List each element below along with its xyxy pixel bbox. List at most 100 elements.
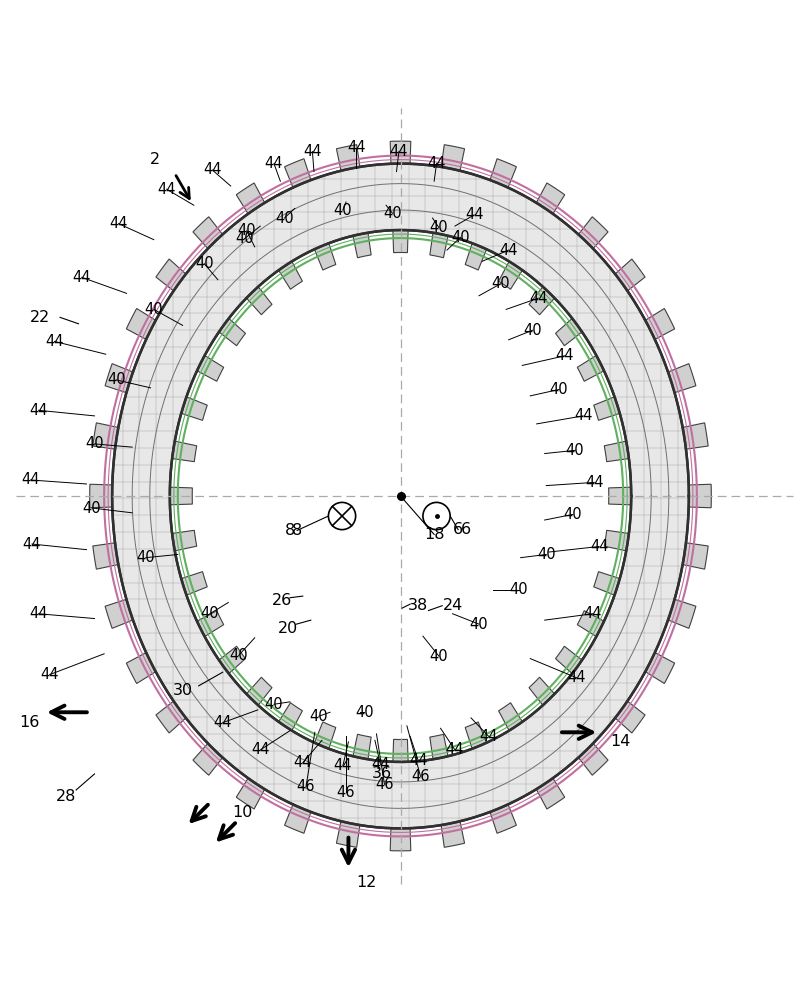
Polygon shape <box>279 703 303 731</box>
Polygon shape <box>284 159 311 188</box>
Polygon shape <box>336 145 360 171</box>
Polygon shape <box>556 646 582 674</box>
Polygon shape <box>537 183 565 214</box>
Text: 44: 44 <box>22 537 42 552</box>
Text: 22: 22 <box>30 310 50 325</box>
Polygon shape <box>668 364 696 393</box>
Text: 40: 40 <box>549 382 569 397</box>
Polygon shape <box>615 701 645 733</box>
Polygon shape <box>112 164 689 828</box>
Text: 16: 16 <box>20 715 40 730</box>
Text: 40: 40 <box>144 302 163 317</box>
Polygon shape <box>604 441 629 462</box>
Text: 40: 40 <box>229 648 248 663</box>
Text: 44: 44 <box>499 243 518 258</box>
Polygon shape <box>219 318 245 346</box>
Text: 36: 36 <box>372 766 392 781</box>
Text: 44: 44 <box>409 753 428 768</box>
Polygon shape <box>390 141 411 164</box>
Text: 38: 38 <box>408 598 429 613</box>
Polygon shape <box>390 828 411 851</box>
Text: 40: 40 <box>85 436 104 451</box>
Polygon shape <box>537 778 565 809</box>
Polygon shape <box>646 653 674 684</box>
Text: 40: 40 <box>451 230 470 245</box>
Text: 40: 40 <box>136 550 155 565</box>
Text: 44: 44 <box>29 403 48 418</box>
Text: 44: 44 <box>445 742 465 757</box>
Polygon shape <box>529 287 554 315</box>
Text: 44: 44 <box>72 270 91 285</box>
Text: 2: 2 <box>150 152 159 167</box>
Polygon shape <box>430 734 448 759</box>
Text: 40: 40 <box>200 606 219 621</box>
Polygon shape <box>105 599 133 628</box>
Polygon shape <box>646 308 674 339</box>
Polygon shape <box>279 261 303 289</box>
Polygon shape <box>465 722 486 749</box>
Polygon shape <box>465 243 486 270</box>
Text: 40: 40 <box>563 507 582 522</box>
Text: 44: 44 <box>583 606 602 621</box>
Polygon shape <box>197 355 223 381</box>
Polygon shape <box>156 259 186 291</box>
Polygon shape <box>689 484 711 508</box>
Text: 44: 44 <box>293 755 312 770</box>
Text: 30: 30 <box>172 683 193 698</box>
Text: 8: 8 <box>292 523 302 538</box>
Text: 40: 40 <box>566 443 585 458</box>
Text: 44: 44 <box>157 182 176 197</box>
Polygon shape <box>336 821 360 847</box>
Polygon shape <box>181 572 207 595</box>
Polygon shape <box>441 145 465 171</box>
Polygon shape <box>490 159 517 188</box>
Text: 14: 14 <box>610 734 630 749</box>
Text: 40: 40 <box>537 547 556 562</box>
Text: 44: 44 <box>203 162 222 177</box>
Polygon shape <box>498 261 522 289</box>
Text: 44: 44 <box>585 475 604 490</box>
Polygon shape <box>682 543 708 569</box>
Text: 44: 44 <box>303 144 322 159</box>
Polygon shape <box>127 653 155 684</box>
Polygon shape <box>604 530 629 551</box>
Text: 40: 40 <box>107 372 126 387</box>
Text: 46: 46 <box>336 785 356 800</box>
Polygon shape <box>236 778 264 809</box>
Text: 44: 44 <box>333 758 352 773</box>
Text: 10: 10 <box>232 805 253 820</box>
Text: 44: 44 <box>45 334 64 349</box>
Polygon shape <box>556 318 582 346</box>
Text: 44: 44 <box>371 757 390 772</box>
Polygon shape <box>315 243 336 270</box>
Polygon shape <box>127 308 155 339</box>
Text: 40: 40 <box>237 223 256 238</box>
Polygon shape <box>105 364 133 393</box>
Text: 26: 26 <box>272 593 292 608</box>
Text: 44: 44 <box>109 216 128 231</box>
Text: 8: 8 <box>284 523 295 538</box>
Text: 44: 44 <box>264 156 284 171</box>
Text: 44: 44 <box>555 348 574 363</box>
Polygon shape <box>490 804 517 833</box>
Text: 40: 40 <box>235 231 254 246</box>
Polygon shape <box>284 804 311 833</box>
Polygon shape <box>172 530 197 551</box>
Polygon shape <box>578 217 608 249</box>
Text: 40: 40 <box>523 323 542 338</box>
Polygon shape <box>353 734 371 759</box>
Text: 6: 6 <box>461 522 471 537</box>
Text: 44: 44 <box>251 742 270 757</box>
Text: 44: 44 <box>567 670 586 685</box>
Text: 44: 44 <box>21 472 40 487</box>
Polygon shape <box>353 233 371 258</box>
Text: 40: 40 <box>355 705 374 720</box>
Polygon shape <box>93 543 119 569</box>
Text: 40: 40 <box>309 709 328 724</box>
Polygon shape <box>615 259 645 291</box>
Polygon shape <box>193 743 223 775</box>
Text: 6: 6 <box>453 522 463 537</box>
Polygon shape <box>578 743 608 775</box>
Polygon shape <box>170 230 631 762</box>
Text: 12: 12 <box>356 875 377 890</box>
